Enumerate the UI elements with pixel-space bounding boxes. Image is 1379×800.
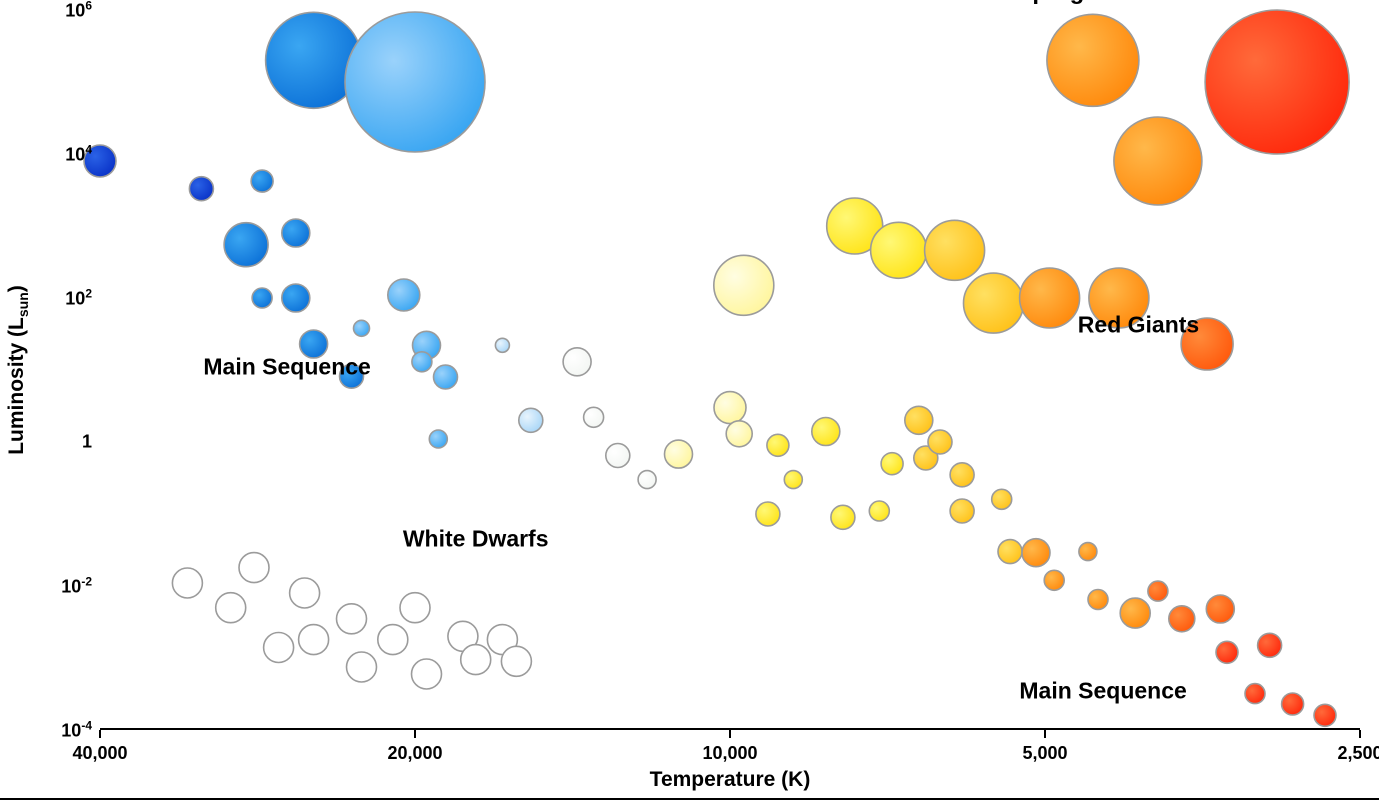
star-main-sequence	[950, 463, 974, 487]
star-main-sequence	[519, 408, 543, 432]
star-main-sequence	[831, 505, 855, 529]
x-tick	[1359, 730, 1361, 738]
x-tick	[729, 730, 731, 738]
y-tick-label: 104	[42, 143, 92, 166]
group-label: Main Sequence	[1019, 677, 1186, 704]
star-main-sequence	[388, 279, 420, 311]
star-main-sequence	[714, 392, 746, 424]
star-main-sequence	[726, 421, 752, 447]
star-white-dwarfs	[239, 553, 269, 583]
x-tick-label: 5,000	[1022, 743, 1067, 764]
star-white-dwarfs	[400, 593, 430, 623]
group-label: Blue Giants	[315, 0, 448, 6]
x-tick-label: 2,500	[1337, 743, 1379, 764]
star-red-supergiants	[1114, 117, 1202, 205]
star-main-sequence	[1148, 581, 1168, 601]
star-white-dwarfs	[412, 659, 442, 689]
star-main-sequence	[354, 320, 370, 336]
x-tick-label: 20,000	[387, 743, 442, 764]
star-main-sequence	[1088, 590, 1108, 610]
plot-area: Temperature (K) Luminosity (Lsun) 40,000…	[100, 10, 1360, 730]
star-main-sequence	[584, 407, 604, 427]
star-main-sequence	[282, 284, 310, 312]
star-white-dwarfs	[501, 646, 531, 676]
star-main-sequence	[756, 502, 780, 526]
star-white-dwarfs	[216, 593, 246, 623]
star-main-sequence	[251, 170, 273, 192]
star-main-sequence	[189, 177, 213, 201]
x-tick-label: 40,000	[72, 743, 127, 764]
star-main-sequence	[1216, 641, 1238, 663]
star-main-sequence	[224, 223, 268, 267]
x-axis-title: Temperature (K)	[650, 768, 811, 792]
star-white-dwarfs	[172, 568, 202, 598]
star-main-sequence	[412, 352, 432, 372]
star-main-sequence	[869, 501, 889, 521]
star-red-giants	[714, 255, 774, 315]
y-tick-label: 10-4	[42, 719, 92, 742]
x-tick	[99, 730, 101, 738]
x-tick-label: 10,000	[702, 743, 757, 764]
star-main-sequence	[495, 338, 509, 352]
y-tick-label: 102	[42, 287, 92, 310]
star-white-dwarfs	[347, 652, 377, 682]
star-blue-giants	[345, 12, 485, 152]
star-main-sequence	[950, 499, 974, 523]
star-main-sequence	[1022, 539, 1050, 567]
star-main-sequence	[905, 406, 933, 434]
star-main-sequence	[563, 348, 591, 376]
star-main-sequence	[1245, 684, 1265, 704]
star-red-supergiants	[1047, 14, 1139, 106]
y-tick-label: 1	[42, 432, 92, 453]
y-tick-label: 10-2	[42, 575, 92, 598]
star-white-dwarfs	[264, 633, 294, 663]
x-tick	[1044, 730, 1046, 738]
star-red-supergiants	[1205, 10, 1349, 154]
star-main-sequence	[784, 471, 802, 489]
star-white-dwarfs	[290, 578, 320, 608]
group-label: Red Giants	[1078, 312, 1199, 339]
group-label: Main Sequence	[203, 354, 370, 381]
star-main-sequence	[998, 540, 1022, 564]
star-main-sequence	[429, 430, 447, 448]
group-label: White Dwarfs	[403, 525, 549, 552]
star-main-sequence	[1314, 704, 1336, 726]
star-white-dwarfs	[299, 625, 329, 655]
star-red-giants	[871, 222, 927, 278]
star-main-sequence	[881, 453, 903, 475]
star-main-sequence	[1258, 633, 1282, 657]
star-main-sequence	[767, 434, 789, 456]
chart-frame: Temperature (K) Luminosity (Lsun) 40,000…	[0, 0, 1379, 800]
star-main-sequence	[434, 365, 458, 389]
group-label: Red Supergiants	[950, 0, 1141, 6]
y-tick-label: 106	[42, 0, 92, 22]
star-main-sequence	[1169, 606, 1195, 632]
star-main-sequence	[665, 440, 693, 468]
star-main-sequence	[252, 288, 272, 308]
star-white-dwarfs	[461, 645, 491, 675]
x-tick	[414, 730, 416, 738]
star-main-sequence	[812, 418, 840, 446]
star-main-sequence	[1282, 693, 1304, 715]
star-main-sequence	[1044, 570, 1064, 590]
star-main-sequence	[1206, 595, 1234, 623]
star-main-sequence	[282, 219, 310, 247]
star-white-dwarfs	[378, 625, 408, 655]
star-main-sequence	[928, 430, 952, 454]
star-main-sequence	[992, 489, 1012, 509]
y-axis-title: Luminosity (Lsun)	[5, 285, 31, 455]
star-main-sequence	[638, 471, 656, 489]
star-red-giants	[925, 220, 985, 280]
star-red-giants	[1020, 268, 1080, 328]
star-main-sequence	[1079, 543, 1097, 561]
star-white-dwarfs	[337, 604, 367, 634]
star-main-sequence	[1120, 598, 1150, 628]
star-red-giants	[964, 273, 1024, 333]
star-main-sequence	[606, 444, 630, 468]
